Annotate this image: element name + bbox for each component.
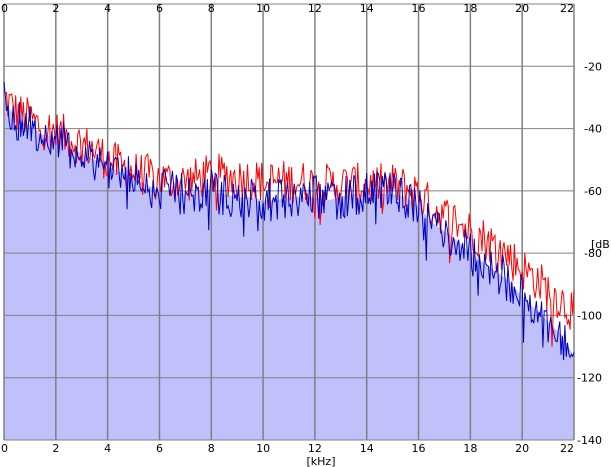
x-tick-label-bottom: 0 [1,442,8,455]
x-tick-label-bottom: 8 [208,442,215,455]
x-tick-label-bottom: 18 [463,442,477,455]
x-axis-label: [kHz] [307,455,336,467]
x-tick-label-top: 18 [463,2,477,15]
y-axis-label: [dB] [591,238,611,251]
x-tick-label-bottom: 6 [156,442,163,455]
series-layer [3,81,575,361]
y-tick-label: -40 [584,123,602,136]
x-tick-label-top: 8 [208,2,215,15]
x-tick-label-top: 4 [104,2,111,15]
spectrum-fill-layer [4,100,574,440]
x-tick-label-top: 0 [1,2,8,15]
x-tick-label-top: 22 [560,2,574,15]
x-tick-labels-bottom: 0 2 4 6 8 10 12 14 16 18 20 22 [1,442,574,455]
x-tick-label-bottom: 14 [360,442,374,455]
x-tick-label-top: 14 [360,2,374,15]
y-tick-label: -80 [584,247,602,260]
x-tick-label-top: 12 [308,2,322,15]
y-tick-labels: -20 -40 -60 -80 -100 -120 -140 [577,60,602,447]
x-tick-label-top: 6 [156,2,163,15]
y-tick-label: -100 [577,309,602,322]
spectrum-fill-area [4,100,574,440]
x-tick-label-bottom: 10 [256,442,270,455]
x-tick-label-bottom: 12 [308,442,322,455]
x-tick-label-top: 10 [256,2,270,15]
x-tick-label-bottom: 2 [52,442,59,455]
blue-series-line [3,81,575,361]
x-tick-labels-top: 0 2 4 6 8 10 12 14 16 18 20 22 [1,2,574,15]
x-tick-label-top: 16 [412,2,426,15]
x-tick-label-top: 20 [515,2,529,15]
x-tick-label-top: 2 [52,2,59,15]
x-tick-label-bottom: 20 [515,442,529,455]
y-tick-label: -20 [584,60,602,73]
x-tick-label-bottom: 16 [412,442,426,455]
red-series-line [3,90,575,347]
y-tick-label: -120 [577,372,602,385]
x-tick-label-bottom: 4 [104,442,111,455]
x-tick-label-bottom: 22 [560,442,574,455]
y-tick-label: -60 [584,185,602,198]
y-tick-label: -140 [577,434,602,447]
